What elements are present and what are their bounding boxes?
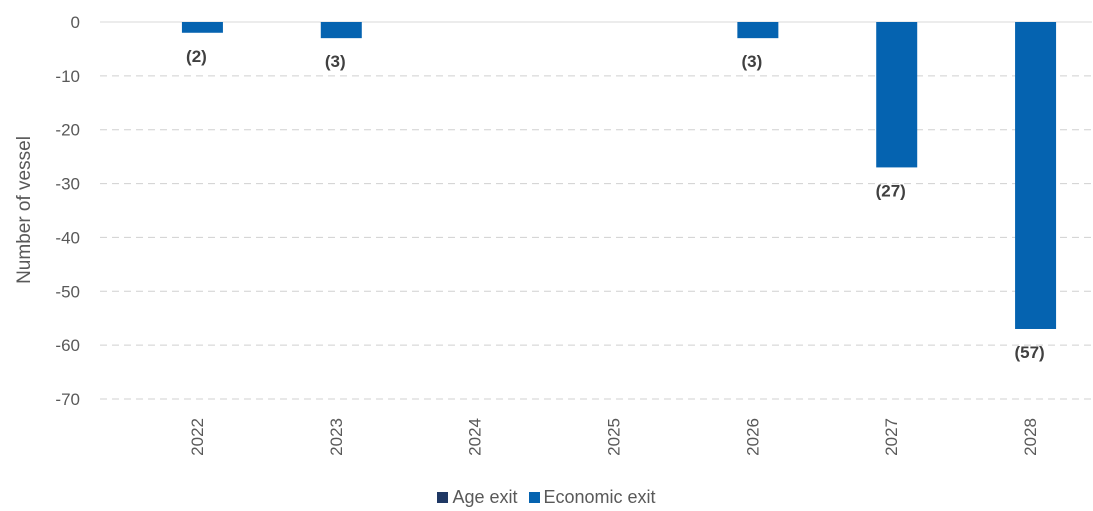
y-tick-label: -20 bbox=[55, 121, 80, 140]
bar-economic-exit bbox=[320, 22, 362, 39]
legend-label-economic-exit: Economic exit bbox=[543, 487, 656, 507]
x-tick-label: 2022 bbox=[188, 418, 207, 456]
data-label: (3) bbox=[741, 52, 762, 71]
bar-economic-exit bbox=[737, 22, 779, 39]
legend-label-age-exit: Age exit bbox=[452, 487, 518, 507]
y-tick-label: -70 bbox=[55, 390, 80, 409]
x-tick-label: 2024 bbox=[466, 418, 485, 456]
bar-economic-exit bbox=[876, 22, 918, 168]
data-label: (2) bbox=[186, 47, 207, 66]
y-axis-label: Number of vessel bbox=[14, 136, 35, 284]
y-axis-ticks: 0 -10 -20 -30 -40 -50 -60 -70 bbox=[55, 13, 80, 409]
y-tick-label: -40 bbox=[55, 228, 80, 247]
data-label: (3) bbox=[325, 52, 346, 71]
x-tick-label: 2026 bbox=[743, 418, 762, 456]
data-label: (57) bbox=[1014, 343, 1044, 362]
bar-economic-exit bbox=[181, 22, 223, 33]
legend-swatch-economic-exit bbox=[528, 492, 540, 503]
x-tick-label: 2028 bbox=[1021, 418, 1040, 456]
legend-item-economic-exit: Economic exit bbox=[528, 487, 656, 508]
legend-swatch-age-exit bbox=[437, 492, 449, 503]
y-tick-label: -10 bbox=[55, 67, 80, 86]
data-label: (27) bbox=[876, 181, 906, 200]
y-tick-label: -60 bbox=[55, 336, 80, 355]
legend-item-age-exit: Age exit bbox=[437, 487, 517, 508]
x-tick-label: 2027 bbox=[882, 418, 901, 456]
y-tick-label: -50 bbox=[55, 282, 80, 301]
x-axis-ticks: 2022 2023 2024 2025 2026 2027 2028 bbox=[188, 418, 1040, 456]
legend: Age exit Economic exit bbox=[0, 487, 1093, 508]
y-tick-label: 0 bbox=[71, 13, 80, 32]
x-tick-label: 2023 bbox=[327, 418, 346, 456]
x-tick-label: 2025 bbox=[604, 418, 623, 456]
y-tick-label: -30 bbox=[55, 175, 80, 194]
bars bbox=[181, 22, 1057, 329]
data-labels: (2) (3) (3) (27) (57) bbox=[186, 47, 1045, 362]
bar-economic-exit bbox=[1015, 22, 1057, 329]
gridlines bbox=[100, 21, 1092, 400]
